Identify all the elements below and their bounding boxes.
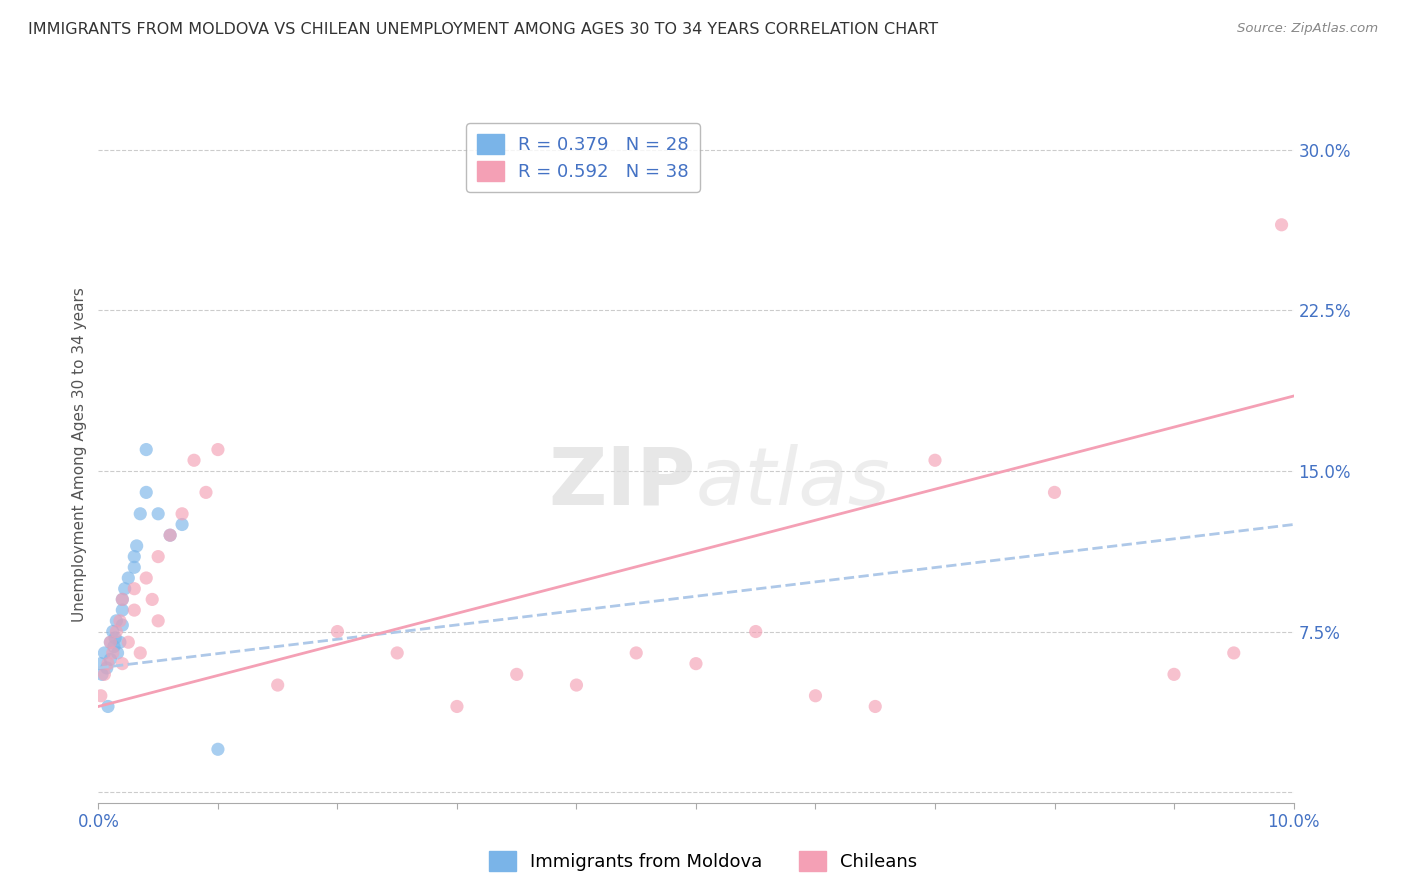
Point xyxy=(148,507,170,521)
Point xyxy=(97,657,120,671)
Point xyxy=(114,582,136,596)
Point xyxy=(100,635,122,649)
Point xyxy=(129,507,152,521)
Point xyxy=(135,442,157,457)
Point xyxy=(93,667,115,681)
Point xyxy=(117,635,139,649)
Point xyxy=(326,624,349,639)
Point xyxy=(745,624,768,639)
Point xyxy=(100,652,122,666)
Point xyxy=(124,603,146,617)
Point xyxy=(105,624,128,639)
Point xyxy=(267,678,290,692)
Point xyxy=(124,582,146,596)
Point xyxy=(93,646,115,660)
Point xyxy=(96,661,118,675)
Point xyxy=(111,592,134,607)
Point xyxy=(1223,646,1246,660)
Point xyxy=(101,624,124,639)
Point xyxy=(111,618,134,632)
Point xyxy=(446,699,468,714)
Point xyxy=(101,646,124,660)
Point xyxy=(90,657,112,671)
Point xyxy=(111,603,134,617)
Point xyxy=(207,442,229,457)
Point xyxy=(148,614,170,628)
Point xyxy=(105,614,128,628)
Point xyxy=(129,646,152,660)
Point xyxy=(195,485,218,500)
Point xyxy=(100,635,122,649)
Legend: Immigrants from Moldova, Chileans: Immigrants from Moldova, Chileans xyxy=(481,844,925,879)
Point xyxy=(804,689,827,703)
Point xyxy=(565,678,588,692)
Point xyxy=(1043,485,1066,500)
Point xyxy=(124,549,146,564)
Point xyxy=(91,667,114,681)
Point xyxy=(117,571,139,585)
Legend: R = 0.379   N = 28, R = 0.592   N = 38: R = 0.379 N = 28, R = 0.592 N = 38 xyxy=(465,123,700,192)
Point xyxy=(135,571,157,585)
Text: Source: ZipAtlas.com: Source: ZipAtlas.com xyxy=(1237,22,1378,36)
Point xyxy=(172,517,194,532)
Point xyxy=(159,528,181,542)
Point xyxy=(111,592,134,607)
Text: atlas: atlas xyxy=(696,443,891,522)
Point xyxy=(385,646,409,660)
Point xyxy=(924,453,946,467)
Point xyxy=(108,614,131,628)
Point xyxy=(103,640,125,654)
Point xyxy=(90,689,112,703)
Y-axis label: Unemployment Among Ages 30 to 34 years: Unemployment Among Ages 30 to 34 years xyxy=(72,287,87,623)
Text: ZIP: ZIP xyxy=(548,443,696,522)
Point xyxy=(97,699,120,714)
Point xyxy=(1271,218,1294,232)
Text: IMMIGRANTS FROM MOLDOVA VS CHILEAN UNEMPLOYMENT AMONG AGES 30 TO 34 YEARS CORREL: IMMIGRANTS FROM MOLDOVA VS CHILEAN UNEMP… xyxy=(28,22,938,37)
Point xyxy=(506,667,529,681)
Point xyxy=(141,592,163,607)
Point xyxy=(626,646,648,660)
Point xyxy=(865,699,887,714)
Point xyxy=(148,549,170,564)
Point xyxy=(107,646,129,660)
Point xyxy=(124,560,146,574)
Point xyxy=(207,742,229,756)
Point xyxy=(108,635,131,649)
Point xyxy=(135,485,157,500)
Point xyxy=(1163,667,1185,681)
Point xyxy=(104,631,127,645)
Point xyxy=(159,528,181,542)
Point xyxy=(172,507,194,521)
Point xyxy=(183,453,205,467)
Point xyxy=(111,657,134,671)
Point xyxy=(125,539,148,553)
Point xyxy=(685,657,707,671)
